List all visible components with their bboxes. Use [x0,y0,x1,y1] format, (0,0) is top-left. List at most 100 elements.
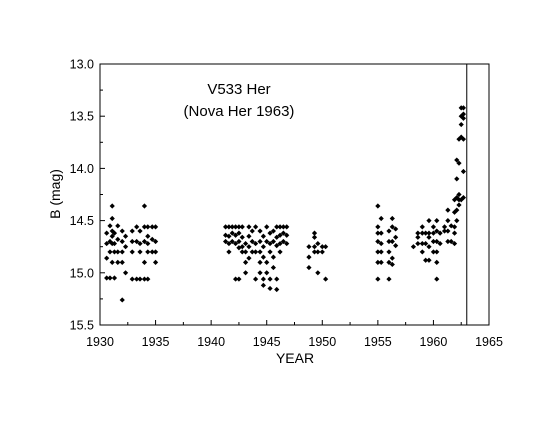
data-point [454,157,460,163]
data-point [264,224,270,230]
data-point [306,244,312,250]
data-point [264,259,270,265]
data-point [260,254,266,260]
data-point [141,224,148,230]
data-point [149,224,155,230]
data-point [386,276,392,282]
x-tick-label: 1945 [253,335,281,349]
data-point [222,238,229,245]
data-point [257,249,263,255]
data-point [239,234,245,240]
data-point [284,224,290,230]
data-point [232,240,239,247]
data-point [434,238,440,245]
chart-title-line-2: (Nova Her 1963) [184,103,295,120]
data-point [389,238,395,245]
data-point [253,276,259,282]
data-point [253,224,259,230]
data-point [115,236,121,242]
data-point [129,249,135,255]
data-point [249,249,255,255]
data-point [430,224,437,230]
data-point [232,276,239,282]
data-point [229,224,235,230]
data-point [277,249,283,255]
data-point [226,224,232,230]
data-point [122,244,129,250]
data-point [115,259,121,265]
data-point [323,276,329,282]
data-point [122,233,129,239]
data-point [378,215,384,222]
x-tick-label: 1965 [475,335,503,349]
data-point [260,233,266,239]
data-point [437,230,443,236]
data-point [456,191,462,198]
data-point [311,234,318,240]
chart-title-line-1: V533 Her [207,81,270,98]
data-point [141,259,148,265]
data-point [145,233,151,239]
data-point [274,286,280,293]
data-point [386,249,392,255]
data-point [410,244,417,250]
data-point [311,244,318,250]
data-point [445,238,451,245]
data-point [426,244,432,250]
data-point [107,223,113,229]
data-point [319,249,325,255]
data-point [267,240,273,247]
data-point [115,223,121,229]
data-point [246,244,252,250]
data-point [451,230,458,236]
data-point [137,276,143,282]
data-point [260,282,266,288]
data-point [109,259,115,265]
data-point [306,254,312,260]
data-point [137,228,143,234]
data-point [280,224,286,230]
data-point [267,249,273,255]
data-point [134,276,140,282]
data-point [242,270,249,276]
data-point [280,238,286,245]
data-point [242,259,249,265]
data-point [277,232,283,238]
data-point [274,243,280,249]
data-point [260,276,266,282]
data-point [375,276,381,282]
data-point [270,228,276,234]
data-point [236,230,242,236]
data-point [454,176,460,182]
data-point [115,249,121,255]
data-point [458,121,464,128]
y-axis: 13.0 13.5 14.0 14.5 15.0 15.5 [70,58,105,333]
data-point [306,264,312,271]
data-point [270,264,276,271]
data-point [107,275,113,281]
data-point [267,230,273,236]
data-point [448,238,454,245]
x-axis: 1930 1935 1940 1945 1950 1955 1960 1965 [86,320,503,349]
data-point [319,244,325,250]
data-point [389,224,395,230]
data-point [111,240,118,247]
data-point [145,240,151,247]
data-point [141,276,148,282]
data-point [375,203,381,209]
data-point [378,240,384,247]
x-tick-label: 1935 [142,335,170,349]
data-point [375,238,381,245]
data-point [430,230,437,236]
data-point [229,238,235,245]
data-point [107,249,113,255]
data-point [460,115,467,121]
data-point [375,259,381,265]
data-point [434,276,440,282]
data-point [109,203,115,209]
data-point [134,224,140,230]
data-point [257,259,263,265]
data-point [149,236,155,242]
data-point [226,233,232,239]
